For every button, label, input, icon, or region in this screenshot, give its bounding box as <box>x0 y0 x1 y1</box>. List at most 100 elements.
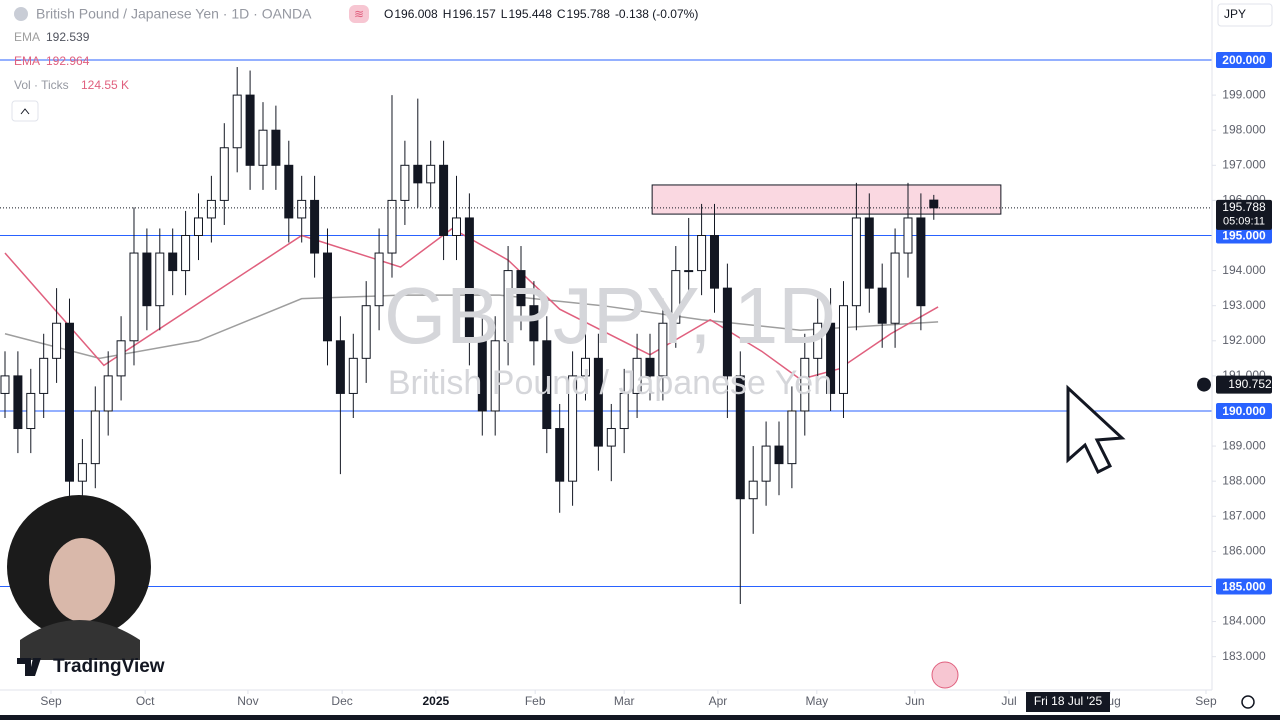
candle-body <box>619 392 629 430</box>
x-tick-label: Jun <box>905 694 924 708</box>
y-tick-label: 199.000 <box>1222 87 1266 101</box>
ohlc-value: 196.008 <box>394 7 438 21</box>
x-tick-label: May <box>805 694 828 708</box>
x-tick-label: Jul <box>1001 694 1016 708</box>
candle-body <box>761 445 771 482</box>
x-tick-label: Feb <box>525 694 546 708</box>
event-icon[interactable] <box>931 661 959 689</box>
candle-body <box>0 375 10 394</box>
candle-body <box>593 357 603 447</box>
crosshair-label: 190.752 <box>1228 377 1272 391</box>
y-tick-label: 186.000 <box>1222 544 1266 558</box>
candle-body <box>813 322 823 359</box>
ohlc-label: L <box>501 7 508 21</box>
candle-body <box>838 305 848 394</box>
candle-body <box>26 392 36 430</box>
candle-body <box>181 234 191 272</box>
candle-body <box>671 270 681 324</box>
countdown: 05:09:11 <box>1223 216 1265 228</box>
candle-body <box>245 94 255 166</box>
level-badge <box>1216 578 1272 595</box>
y-tick-label: 194.000 <box>1222 263 1266 277</box>
candle-body <box>90 410 100 465</box>
legend-name: EMA <box>14 54 40 68</box>
currency: JPY <box>1224 7 1246 21</box>
candle-body <box>155 252 165 307</box>
legend-value: 192.964 <box>46 54 90 68</box>
crosshair-badge <box>1216 375 1272 394</box>
legend-value: 192.539 <box>46 30 90 44</box>
candle-body <box>697 234 707 272</box>
last-price-label: 195.788 <box>1222 200 1266 214</box>
candle-body <box>735 375 745 500</box>
candle-body <box>709 234 719 289</box>
candle-body <box>929 199 939 209</box>
y-tick-label: 183.000 <box>1222 649 1266 663</box>
ohlc-legend: O 196.008 H 196.157 L 195.448 C 195.788 -0.138 (… <box>384 7 698 21</box>
candle-body <box>451 217 461 236</box>
webcam-face <box>49 538 115 622</box>
candle-body <box>271 129 281 166</box>
candle-body <box>748 480 758 500</box>
candle-body <box>258 129 268 166</box>
crosshair-date: Fri 18 Jul '25 <box>1034 694 1103 708</box>
y-tick-label: 198.000 <box>1222 122 1266 136</box>
currency-button[interactable] <box>1217 3 1273 27</box>
crosshair-date-badge <box>1026 692 1110 712</box>
candle-body <box>387 199 397 254</box>
candle-body <box>39 357 49 394</box>
candle-body <box>787 410 797 465</box>
candle-body <box>335 340 345 394</box>
ohlc-value: 195.448 <box>508 7 552 21</box>
watermark: GBPJPY, 1D <box>384 271 836 360</box>
candle-body <box>142 252 152 307</box>
candle-body <box>219 147 229 201</box>
x-tick-label: Nov <box>237 694 258 708</box>
candle-body <box>826 322 836 394</box>
candle-body <box>516 270 526 307</box>
candle-body <box>684 270 694 273</box>
candle-body <box>348 357 358 394</box>
candle-body <box>800 357 810 412</box>
candle-body <box>722 287 732 377</box>
candle-body <box>439 164 449 236</box>
y-tick-label: 187.000 <box>1222 508 1266 522</box>
y-tick-label: 189.000 <box>1222 438 1266 452</box>
volume-label: Vol · Ticks <box>14 78 69 92</box>
x-tick-label: Sep <box>40 694 62 708</box>
price-change: -0.138 (-0.07%) <box>615 7 698 21</box>
candle-body <box>580 357 590 377</box>
candle-body <box>916 217 926 307</box>
candle-body <box>168 252 178 272</box>
candle-body <box>52 322 62 359</box>
candle-body <box>13 375 23 430</box>
collapse-button[interactable] <box>11 100 39 122</box>
x-tick-label: 2025 <box>422 694 449 708</box>
crosshair-add[interactable] <box>1197 377 1211 392</box>
x-tick-label: Dec <box>331 694 352 708</box>
y-tick-label: 195.000 <box>1222 229 1266 243</box>
candle-body <box>322 252 332 342</box>
candle-body <box>374 252 384 307</box>
candle-body <box>477 340 487 412</box>
indicator-icon[interactable] <box>349 5 369 23</box>
settings-icon[interactable] <box>1241 695 1255 709</box>
candle-body <box>310 199 320 254</box>
watermark-subtitle: British Pound / Japanese Yen <box>388 364 832 402</box>
legend-name: EMA <box>14 30 40 44</box>
y-tick-label: 193.000 <box>1222 298 1266 312</box>
candle-body <box>232 94 242 149</box>
ema-line <box>4 294 939 360</box>
y-tick-label: 184.000 <box>1222 614 1266 628</box>
y-tick-label: 190.000 <box>1222 404 1266 418</box>
candle-body <box>529 305 539 342</box>
y-tick-label: 192.000 <box>1222 333 1266 347</box>
y-tick-label: 197.000 <box>1222 157 1266 171</box>
candle-body <box>555 428 565 482</box>
collapse-icon <box>20 108 30 115</box>
x-tick-label: Mar <box>614 694 635 708</box>
candle-body <box>606 428 616 447</box>
candle-body <box>903 217 913 254</box>
logo: TradingView <box>53 656 165 677</box>
